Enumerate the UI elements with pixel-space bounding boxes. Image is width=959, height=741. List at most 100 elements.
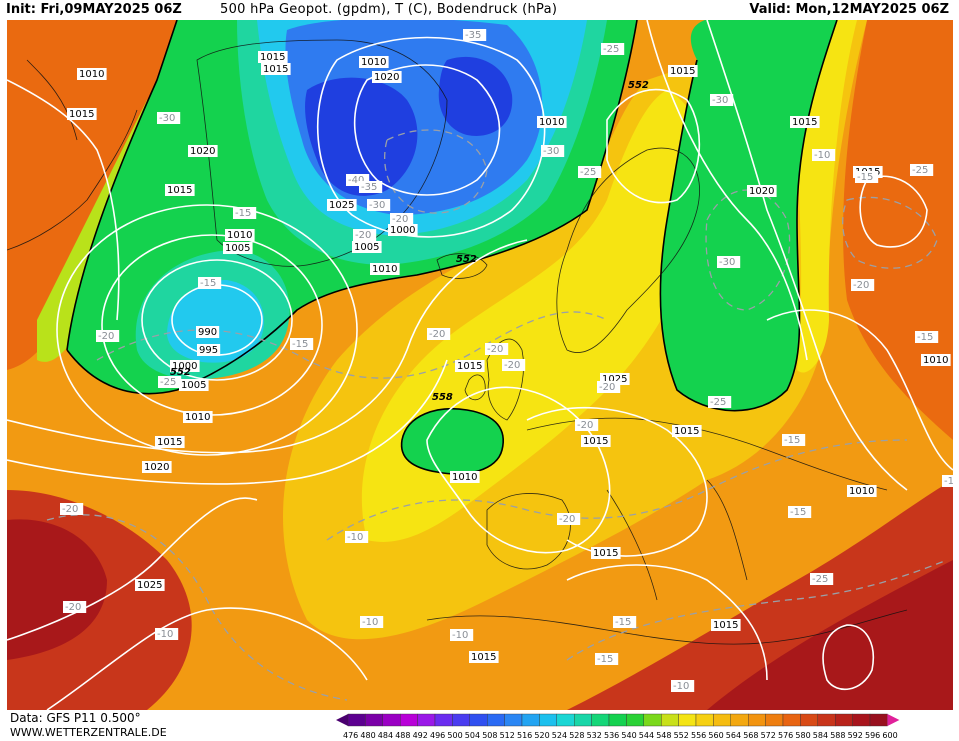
pressure-label-bg — [183, 411, 213, 423]
temperature-label-bg — [541, 145, 565, 157]
temperature-label: -15 — [200, 278, 216, 289]
pressure-label-bg — [711, 619, 741, 631]
isobar-line — [859, 175, 928, 248]
temperature-label-bg — [578, 166, 602, 178]
legend-tick-label: 548 — [656, 731, 671, 740]
init-time: Init: Fri,09MAY2025 06Z — [6, 2, 182, 17]
temperature-label: -25 — [912, 165, 928, 176]
pressure-label: 1005 — [225, 243, 250, 254]
temperature-label-bg — [851, 279, 875, 291]
legend-swatch — [469, 713, 488, 727]
legend-swatch — [748, 713, 766, 727]
legend-tick-label: 524 — [552, 731, 567, 740]
site-url-text: WWW.WETTERZENTRALE.DE — [10, 726, 167, 739]
temperature-label-bg — [157, 112, 181, 124]
temperature-label: -15 — [597, 654, 613, 665]
temperature-label-group: -35-25-30-30-25-30-40-35-30-20-20-30-25-… — [60, 29, 953, 692]
temperature-label: -20 — [853, 280, 869, 291]
legend-tick-label: 596 — [865, 731, 880, 740]
temperature-label: -20 — [577, 420, 593, 431]
pressure-label-bg — [672, 425, 702, 437]
legend-swatch — [504, 713, 523, 727]
legend-tick-label: 576 — [778, 731, 793, 740]
legend-tick-label: 496 — [430, 731, 445, 740]
pressure-label-bg — [537, 116, 567, 128]
pressure-label: 1015 — [792, 117, 817, 128]
temperature-label: -20 — [392, 214, 408, 225]
isotherm-line — [842, 196, 938, 269]
pressure-label: 1010 — [923, 355, 948, 366]
pressure-label-bg — [668, 65, 698, 77]
coastline-iceland — [436, 253, 488, 279]
legend-swatch — [608, 713, 627, 727]
legend-swatch — [643, 713, 662, 727]
legend-tick-label: 488 — [395, 731, 410, 740]
legend-tick-label: 572 — [761, 731, 776, 740]
legend-tick-label: 556 — [691, 731, 706, 740]
pressure-label: 1020 — [190, 146, 215, 157]
pressure-label: 1025 — [137, 580, 162, 591]
temperature-label: -30 — [719, 257, 735, 268]
legend-swatch — [695, 713, 714, 727]
pressure-label: 990 — [198, 327, 217, 338]
legend-swatch — [573, 713, 592, 727]
isobar-line — [766, 309, 953, 471]
legend-swatch — [434, 713, 453, 727]
isobar-line — [7, 79, 120, 321]
geopotential-label: 552 — [170, 367, 191, 378]
pressure-label: 1020 — [144, 462, 169, 473]
pressure-label: 1015 — [471, 652, 496, 663]
geopot-558-contour — [400, 408, 504, 475]
map-header: Init: Fri,09MAY2025 06Z 500 hPa Geopot. … — [0, 0, 959, 20]
temperature-label: -35 — [465, 30, 481, 41]
pressure-label: 1015 — [157, 437, 182, 448]
isobar-line — [7, 497, 258, 641]
isobar-line — [141, 259, 293, 381]
valid-time: Valid: Mon,12MAY2025 06Z — [749, 2, 949, 17]
temperature-label-bg — [708, 396, 732, 408]
pressure-label-bg — [921, 354, 951, 366]
legend-tick-label: 512 — [500, 731, 515, 740]
temperature-label: -15 — [917, 332, 933, 343]
temperature-label: -25 — [812, 574, 828, 585]
temperature-label: -20 — [599, 382, 615, 393]
legend-swatch — [365, 713, 383, 727]
isobar-line — [353, 64, 501, 196]
pressure-label: 1010 — [452, 472, 477, 483]
temperature-label-bg — [359, 181, 383, 193]
geopotential-label: 552 — [628, 80, 649, 91]
pressure-label: 995 — [199, 345, 218, 356]
legend-tick-label: 552 — [674, 731, 689, 740]
coastline-africa — [426, 609, 908, 645]
legend-swatch — [765, 713, 784, 727]
legend-tick-label: 516 — [517, 731, 532, 740]
isobar-line — [7, 239, 528, 454]
temperature-label: -10 — [347, 532, 363, 543]
temperature-label-bg — [233, 207, 257, 219]
isotherm-line — [326, 439, 908, 541]
legend-swatch — [417, 713, 436, 727]
legend-swatch — [713, 713, 731, 727]
temperature-label: -15 — [615, 617, 631, 628]
temperature-label: -30 — [712, 95, 728, 106]
legend-tick-label: 536 — [604, 731, 619, 740]
legend-tick-label: 532 — [587, 731, 602, 740]
color-scale-legend: 476 480 484 488 492 496 500 504 508 512 516 520 524 5… — [336, 713, 900, 740]
temperature-label-bg — [360, 616, 384, 628]
isobar-line — [646, 20, 808, 361]
temperature-label-bg — [198, 277, 222, 289]
temperature-label-bg — [450, 629, 474, 641]
temperature-label-bg — [595, 653, 619, 665]
legend-swatch — [869, 713, 888, 727]
coastline-scandinavia — [556, 147, 700, 353]
coastline-europe — [486, 417, 888, 601]
legend-swatch — [382, 713, 401, 727]
geopot-552-contour-east — [659, 20, 838, 412]
pressure-label: 1010 — [79, 69, 104, 80]
pressure-label-bg — [142, 461, 172, 473]
legend-tick-label: 544 — [639, 731, 654, 740]
field-green-low — [401, 408, 504, 474]
legend-tick-label: 504 — [465, 731, 480, 740]
temperature-label-bg — [427, 328, 451, 340]
pressure-label-bg — [258, 51, 288, 63]
